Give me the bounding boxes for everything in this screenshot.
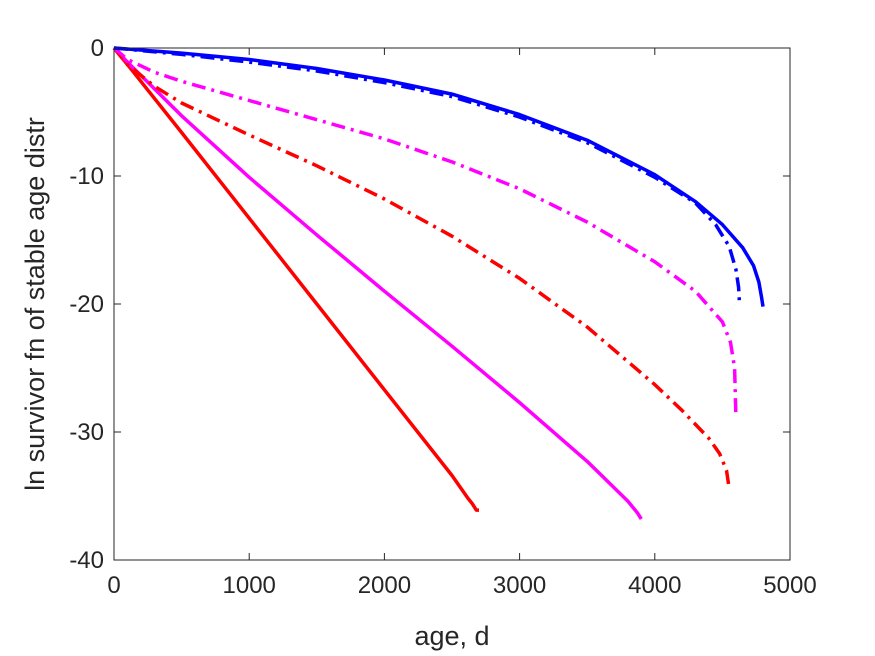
series-line-6 [113, 46, 742, 301]
axes-layer: 0 1000 2000 3000 4000 5000 0 -10 -20 -30 -40 [69, 35, 816, 599]
x-tick-label: 3000 [493, 572, 546, 599]
y-tick-label: -10 [69, 163, 104, 190]
x-tick-label: 4000 [628, 572, 681, 599]
y-tick-label: 0 [91, 35, 104, 62]
plot-area [114, 48, 790, 560]
y-axis-label: ln survivor fn of stable age distr [20, 117, 50, 491]
series-layer [112, 46, 765, 520]
x-tick-label: 1000 [223, 572, 276, 599]
series-line-5 [113, 46, 765, 307]
series-line-4 [112, 46, 738, 417]
series-line-2 [112, 46, 643, 520]
x-axis-label: age, d [414, 621, 489, 651]
y-tick-label: -40 [69, 547, 104, 574]
plot-background [114, 48, 790, 560]
x-tick-label: 5000 [763, 572, 816, 599]
x-tick-label: 0 [107, 572, 120, 599]
series-line-3 [112, 46, 731, 489]
y-tick-label: -30 [69, 419, 104, 446]
series-line-1 [112, 46, 479, 512]
x-tick-label: 2000 [358, 572, 411, 599]
y-tick-label: -20 [69, 291, 104, 318]
